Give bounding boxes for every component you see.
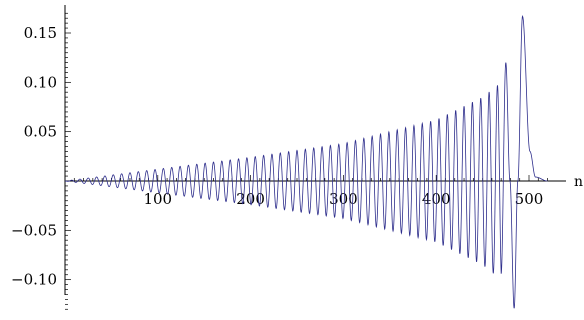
y-tick-label: 0.05 [24, 123, 57, 141]
y-tick-label: 0.15 [24, 24, 57, 42]
x-axis-label: n [574, 174, 583, 190]
y-tick-label: −0.10 [11, 271, 57, 289]
series-line [65, 14, 548, 309]
x-ticks: 100 200 300 400 500 [73, 175, 548, 208]
y-tick-label: 0.10 [24, 73, 57, 91]
x-tick-label: 500 [515, 190, 544, 208]
y-ticks: −0.10 −0.05 0.05 0.10 0.15 [11, 12, 71, 310]
x-axis: 100 200 300 400 500 n [65, 174, 583, 208]
y-tick-label: −0.05 [11, 221, 57, 239]
y-axis: −0.10 −0.05 0.05 0.10 0.15 [11, 5, 71, 310]
x-tick-label: 100 [143, 190, 172, 208]
